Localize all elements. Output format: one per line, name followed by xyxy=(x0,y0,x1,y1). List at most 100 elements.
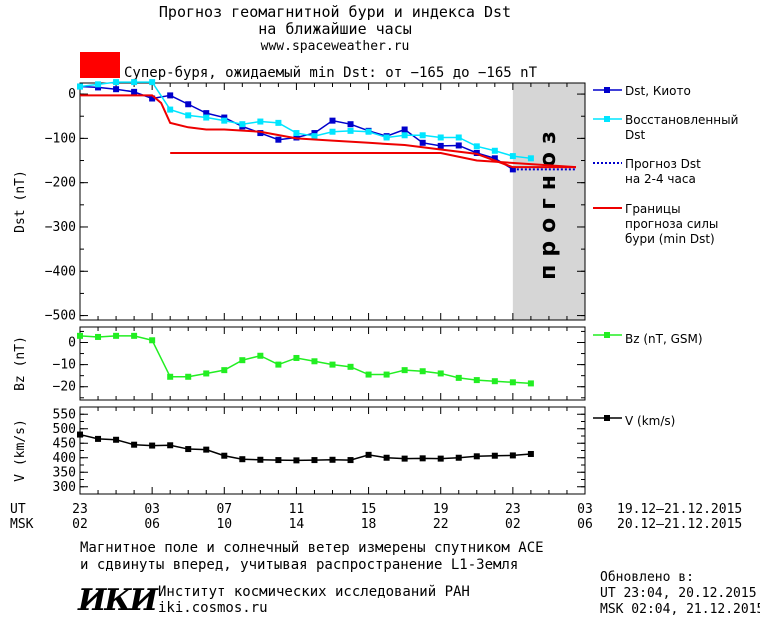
measurement-note-line1: Магнитное поле и солнечный ветер измерен… xyxy=(80,540,544,556)
dst-point xyxy=(185,112,192,119)
legend-dst-marker xyxy=(604,87,610,93)
v-point xyxy=(149,442,156,449)
bz-point xyxy=(365,371,372,378)
updated-label: Обновлено в: xyxy=(600,570,694,585)
v-point xyxy=(77,431,83,438)
dst-point xyxy=(383,134,390,141)
ut-tick-label: 23 xyxy=(72,502,88,517)
dst-point xyxy=(275,136,282,143)
v-point xyxy=(167,442,174,449)
legend-bounds-label: Границы прогноза силы бури (min Dst) xyxy=(625,202,718,246)
dst-point xyxy=(275,119,282,126)
y-tick-label: −20 xyxy=(53,380,76,395)
v-point xyxy=(365,451,372,458)
v-point xyxy=(131,441,138,448)
msk-date-range: 20.12–21.12.2015 xyxy=(617,517,742,532)
legend-v-label: V (km/s) xyxy=(625,414,675,428)
storm-level-swatch xyxy=(80,52,120,78)
bz-point xyxy=(203,370,210,377)
msk-tick-label: 14 xyxy=(289,517,305,532)
dst-point xyxy=(257,130,264,137)
y-tick-label: −500 xyxy=(45,309,76,324)
dst-point xyxy=(455,142,462,149)
dst-point xyxy=(491,155,498,162)
dst-point xyxy=(203,114,210,121)
forecast-band xyxy=(512,83,585,320)
forecast-band-label: прогноз xyxy=(536,123,561,280)
dst-point xyxy=(419,139,426,146)
dst-point xyxy=(221,114,228,121)
v-point xyxy=(293,457,300,464)
bounds-line xyxy=(170,151,577,169)
y-tick-label: 400 xyxy=(53,451,76,466)
dst-point xyxy=(401,132,408,139)
bz-point xyxy=(275,361,282,368)
bz-point xyxy=(527,380,534,387)
dst-point xyxy=(329,117,336,124)
v-point xyxy=(95,435,102,442)
dst-point xyxy=(437,134,444,141)
y-tick-label: −300 xyxy=(45,220,76,235)
dst-point xyxy=(311,130,318,137)
msk-tick-label: 02 xyxy=(72,517,88,532)
bz-point xyxy=(401,367,408,374)
dst-point xyxy=(185,101,192,108)
v-point xyxy=(491,452,498,459)
chart-title-line2: на ближайшие часы xyxy=(258,20,412,38)
v-point xyxy=(455,454,462,461)
ut-tick-label: 07 xyxy=(216,502,232,517)
msk-tick-label: 18 xyxy=(361,517,377,532)
y-tick-label: 500 xyxy=(53,422,76,437)
v-point xyxy=(329,456,336,463)
ut-axis-label: UT xyxy=(10,502,26,517)
bz-point xyxy=(383,371,390,378)
bz-point xyxy=(437,370,444,377)
v-point xyxy=(419,455,426,462)
v-point xyxy=(113,436,120,443)
y-tick-label: 0 xyxy=(68,335,76,350)
dst-series-line xyxy=(79,85,514,171)
dst-point xyxy=(149,79,156,86)
y-tick-label: −200 xyxy=(45,176,76,191)
bz-point xyxy=(77,332,83,339)
dst-point xyxy=(491,147,498,154)
v-point xyxy=(185,446,192,453)
bz-point xyxy=(95,333,102,340)
v-point xyxy=(275,457,282,464)
ut-date-range: 19.12–21.12.2015 xyxy=(617,502,742,517)
dst-point xyxy=(311,133,318,140)
v-point xyxy=(473,453,480,460)
ut-tick-label: 03 xyxy=(577,502,593,517)
bz-point xyxy=(311,358,318,365)
panel-frame xyxy=(79,406,586,495)
legend-restored-label: Восстановленный Dst xyxy=(625,113,738,142)
bz-point xyxy=(149,337,156,344)
y-axis-label: Bz (nT) xyxy=(13,336,28,391)
v-legend: V (km/s) xyxy=(593,414,675,428)
dst-legend: Dst, Киото Восстановленный Dst Прогноз Ds… xyxy=(593,84,738,246)
msk-axis-label: MSK xyxy=(10,517,34,532)
dst-point xyxy=(455,134,462,141)
dst-point xyxy=(95,81,102,88)
bz-legend: Bz (nT, GSM) xyxy=(593,332,703,346)
v-point xyxy=(347,457,354,464)
dst-point xyxy=(437,142,444,149)
dst-point xyxy=(239,121,246,128)
dst-point xyxy=(113,79,120,86)
legend-bz-marker xyxy=(604,332,610,338)
y-tick-label: −400 xyxy=(45,264,76,279)
dst-point xyxy=(329,128,336,135)
ut-tick-label: 11 xyxy=(289,502,305,517)
y-axis-label: Dst (nT) xyxy=(13,170,28,233)
time-axis: UT MSK 19.12–21.12.2015 20.12–21.12.2015… xyxy=(10,502,742,532)
dst-point xyxy=(347,127,354,134)
v-point xyxy=(221,452,228,459)
dst-point xyxy=(167,92,174,99)
iki-logo: ИКИ xyxy=(77,583,162,618)
ut-tick-label: 15 xyxy=(361,502,377,517)
v-point xyxy=(203,446,210,453)
bz-point xyxy=(167,373,174,380)
legend-v-marker xyxy=(604,415,610,421)
bz-point xyxy=(473,377,480,384)
bounds-line xyxy=(80,94,576,169)
